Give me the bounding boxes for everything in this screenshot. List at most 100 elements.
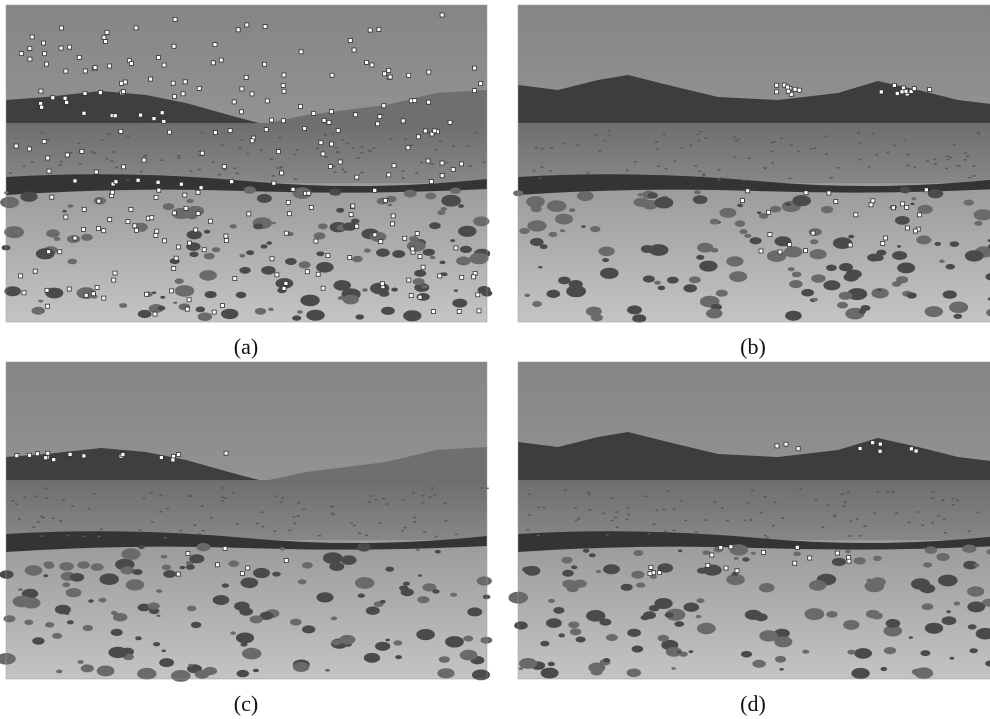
plain-texture bbox=[350, 523, 353, 525]
plain-texture bbox=[904, 140, 907, 142]
shrub bbox=[810, 249, 827, 259]
shrub bbox=[577, 191, 594, 201]
plain-texture bbox=[825, 153, 828, 155]
feature-point bbox=[382, 104, 386, 108]
feature-point bbox=[303, 127, 307, 131]
plain-texture bbox=[702, 175, 705, 177]
feature-point bbox=[281, 83, 285, 87]
shrub bbox=[558, 633, 565, 637]
plain-texture bbox=[771, 162, 774, 164]
plain-texture bbox=[849, 520, 852, 522]
plain-texture bbox=[433, 494, 436, 496]
shrub bbox=[548, 599, 555, 603]
plain-texture bbox=[781, 518, 784, 520]
shrub bbox=[450, 593, 457, 597]
shrub bbox=[293, 662, 309, 672]
shrub bbox=[519, 228, 529, 234]
plain-texture bbox=[966, 156, 969, 158]
plain-texture bbox=[564, 489, 567, 491]
feature-point bbox=[59, 46, 63, 50]
plain-texture bbox=[79, 163, 82, 165]
plain-texture bbox=[648, 533, 651, 535]
shrub bbox=[568, 621, 579, 628]
plain-texture bbox=[868, 166, 871, 168]
shrub bbox=[297, 310, 303, 313]
plain-texture bbox=[653, 524, 656, 526]
feature-point bbox=[426, 159, 430, 163]
shrub bbox=[22, 598, 40, 609]
shrub bbox=[56, 670, 62, 674]
plain-texture bbox=[44, 488, 47, 490]
shrub bbox=[186, 564, 195, 569]
plain-texture bbox=[9, 172, 12, 174]
ground bbox=[518, 540, 990, 679]
feature-point bbox=[33, 269, 37, 273]
shrub bbox=[416, 629, 435, 640]
plain-texture bbox=[766, 537, 769, 539]
feature-point bbox=[854, 213, 858, 217]
feature-point bbox=[233, 277, 237, 281]
plain-texture bbox=[334, 171, 337, 173]
feature-point bbox=[82, 454, 86, 458]
shrub bbox=[637, 193, 642, 196]
shrub bbox=[916, 235, 931, 244]
feature-point bbox=[775, 444, 779, 448]
feature-point bbox=[729, 545, 733, 549]
plain-texture bbox=[849, 535, 852, 537]
plain-texture bbox=[964, 152, 967, 154]
feature-point bbox=[401, 119, 405, 123]
shrub bbox=[911, 578, 930, 589]
plain-texture bbox=[221, 500, 224, 502]
shrub bbox=[160, 296, 165, 299]
feature-point bbox=[236, 28, 240, 32]
shrub bbox=[445, 636, 464, 647]
plain-texture bbox=[972, 175, 975, 177]
shrub bbox=[343, 295, 359, 305]
feature-point bbox=[878, 449, 882, 453]
feature-point bbox=[287, 212, 291, 216]
shrub bbox=[599, 619, 611, 626]
shrub bbox=[716, 290, 728, 297]
plain-texture bbox=[361, 172, 364, 174]
plain-texture bbox=[656, 510, 659, 512]
plain-texture bbox=[934, 163, 937, 165]
shrub bbox=[422, 285, 428, 289]
shrub bbox=[70, 573, 84, 582]
shrub bbox=[942, 616, 957, 625]
plain-texture bbox=[431, 163, 434, 165]
plain-texture bbox=[434, 149, 437, 151]
feature-point bbox=[94, 170, 98, 174]
feature-point bbox=[112, 278, 116, 282]
plain-texture bbox=[435, 536, 438, 538]
plain-texture bbox=[626, 169, 629, 171]
feature-point bbox=[330, 73, 334, 77]
shrub bbox=[583, 549, 590, 553]
plain-texture bbox=[404, 527, 407, 529]
plain-texture bbox=[876, 491, 879, 493]
plain-texture bbox=[588, 509, 591, 511]
shrub bbox=[358, 594, 365, 598]
shrub bbox=[805, 608, 825, 620]
feature-point bbox=[348, 256, 352, 260]
shrub bbox=[366, 607, 380, 615]
shrub bbox=[900, 187, 911, 194]
feature-point bbox=[222, 165, 226, 169]
shrub bbox=[161, 555, 168, 559]
feature-point bbox=[460, 275, 464, 279]
feature-point bbox=[834, 200, 838, 204]
shrub bbox=[25, 565, 43, 576]
shrub bbox=[821, 206, 833, 213]
plain-texture bbox=[941, 500, 944, 502]
shrub bbox=[439, 656, 450, 663]
plain-texture bbox=[353, 525, 356, 527]
shrub bbox=[228, 560, 239, 566]
plain-texture bbox=[814, 148, 817, 150]
feature-point bbox=[77, 55, 81, 59]
plain-texture bbox=[949, 157, 952, 159]
plain-texture bbox=[587, 172, 590, 174]
shrub bbox=[255, 308, 266, 315]
plain-texture bbox=[859, 142, 862, 144]
feature-point bbox=[879, 90, 883, 94]
plain-texture bbox=[58, 164, 61, 166]
plain-texture bbox=[92, 493, 95, 495]
